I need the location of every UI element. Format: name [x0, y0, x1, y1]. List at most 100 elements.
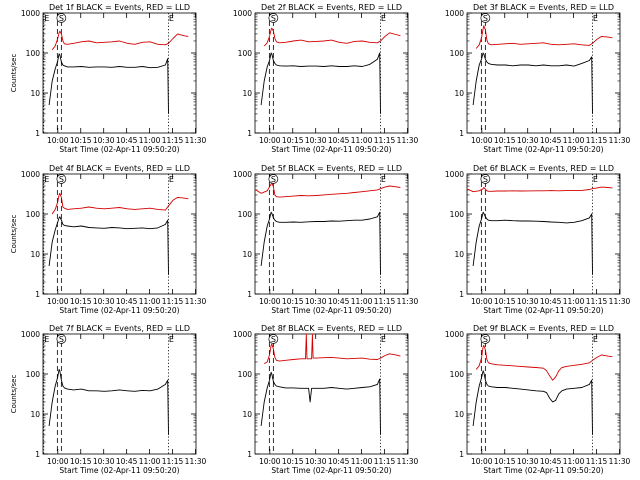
panel-4-ylabel: Counts/sec — [10, 215, 18, 254]
panel-6-xtick-label: 11:15 — [586, 297, 608, 306]
panel-2-ytick-label: 10 — [242, 89, 252, 98]
panel-9-title: Det 9f BLACK = Events, RED = LLD — [473, 324, 614, 333]
panel-6-ytick-label: 1000 — [445, 170, 464, 179]
panel-1-marker-label: S — [59, 14, 64, 23]
panel-7-ytick-label: 1 — [35, 450, 40, 459]
panel-6-marker-label: S — [483, 175, 488, 184]
panel-1-title: Det 1f BLACK = Events, RED = LLD — [49, 3, 190, 12]
panel-4-series-events-line — [48, 216, 169, 275]
panel-7-xtick-label: 11:00 — [139, 457, 161, 466]
panel-3-ytick-label: 1000 — [445, 9, 464, 18]
panel-8-xtick-label: 10:15 — [282, 457, 304, 466]
panel-6-series-lld-line — [467, 186, 613, 193]
panel-5-marker-label: E — [381, 175, 386, 184]
panel-det-7: Det 7f BLACK = Events, RED = LLD 1 10 100 10… — [10, 324, 207, 475]
panel-8-marker-label: S — [271, 335, 276, 344]
panel-6-xtick-label: 10:30 — [517, 297, 539, 306]
panel-5-xtick-label: 11:00 — [351, 297, 373, 306]
panel-1-marker-label: E — [169, 14, 174, 23]
panel-2-marker-circle — [268, 13, 279, 23]
panel-9-xtick-label: 11:15 — [586, 457, 608, 466]
panel-9-marker-circle — [480, 334, 491, 344]
panel-4-xlabel: Start Time (02-Apr-11 09:50:20) — [59, 306, 179, 315]
panel-4-ytick-label: 100 — [26, 210, 41, 219]
panel-1-ytick-label: 100 — [26, 49, 41, 58]
panel-3-plot-frame — [466, 12, 621, 134]
panel-3-xtick-label: 10:45 — [540, 136, 562, 145]
panel-1-ylabel: Counts/sec — [10, 54, 18, 93]
panel-9-marker-label: S — [483, 335, 488, 344]
panel-5-marker-circle — [268, 174, 279, 184]
panel-1-ytick-label: 10 — [30, 89, 40, 98]
panel-4-xtick-label: 11:15 — [162, 297, 184, 306]
panel-9-plot-frame — [466, 333, 621, 455]
panel-1-plot-frame — [42, 12, 197, 134]
panel-9-xtick-label: 11:30 — [609, 457, 631, 466]
panel-2-xtick-label: 11:15 — [374, 136, 396, 145]
panel-2-ytick-label: 100 — [238, 49, 253, 58]
panel-2-title: Det 2f BLACK = Events, RED = LLD — [261, 3, 402, 12]
panel-2-xtick-label: 10:00 — [259, 136, 281, 145]
panel-det-1: Det 1f BLACK = Events, RED = LLD 1 10 100 10… — [10, 3, 207, 154]
panel-9-xtick-label: 11:00 — [563, 457, 585, 466]
panel-1-series-lld-line — [51, 30, 189, 51]
panel-7-ylabel: Counts/sec — [10, 375, 18, 414]
panel-8-xtick-label: 10:00 — [259, 457, 281, 466]
panel-9-xlabel: Start Time (02-Apr-11 09:50:20) — [483, 466, 603, 475]
panel-5-ytick-label: 1 — [247, 290, 252, 299]
panel-2-xtick-label: 11:30 — [397, 136, 419, 145]
panel-6-xtick-label: 10:15 — [494, 297, 516, 306]
panel-3-marker-label: S — [483, 14, 488, 23]
panel-6-plot-frame — [466, 173, 621, 295]
panel-8-xtick-label: 11:00 — [351, 457, 373, 466]
panel-6-xtick-label: 11:00 — [563, 297, 585, 306]
panel-3-xtick-label: 10:30 — [517, 136, 539, 145]
panel-7-plot-frame — [42, 333, 197, 455]
panel-4-plot-frame — [42, 173, 197, 295]
panel-9-xtick-label: 10:00 — [471, 457, 493, 466]
panel-1-xtick-label: 11:30 — [185, 136, 207, 145]
panel-8-ytick-label: 100 — [238, 370, 253, 379]
panel-1-xtick-label: 10:15 — [70, 136, 92, 145]
panel-9-series-lld-line — [475, 344, 613, 381]
panel-9-xtick-label: 10:30 — [517, 457, 539, 466]
panel-7-title: Det 7f BLACK = Events, RED = LLD — [49, 324, 190, 333]
panel-5-xtick-label: 10:15 — [282, 297, 304, 306]
panel-7-xtick-label: 10:15 — [70, 457, 92, 466]
panel-7-marker-circle — [56, 334, 67, 344]
panel-6-xtick-label: 11:30 — [609, 297, 631, 306]
panel-8-series-events-line — [260, 371, 381, 435]
panel-1-xtick-label: 10:45 — [116, 136, 138, 145]
panel-7-xtick-label: 11:30 — [185, 457, 207, 466]
panel-9-marker-label: E — [593, 335, 598, 344]
panel-2-xtick-label: 10:30 — [305, 136, 327, 145]
panel-2-ytick-label: 1000 — [233, 9, 252, 18]
panel-2-xtick-label: 10:45 — [328, 136, 350, 145]
panel-9-ytick-label: 10 — [454, 410, 464, 419]
panel-det-2: Det 2f BLACK = Events, RED = LLD 1 10 100 10… — [233, 3, 419, 154]
panel-3-ytick-label: 10 — [454, 89, 464, 98]
panel-2-xtick-label: 10:15 — [282, 136, 304, 145]
panel-8-series-lld-line — [263, 333, 401, 365]
panel-3-xtick-label: 11:30 — [609, 136, 631, 145]
panel-8-ytick-label: 1000 — [233, 330, 252, 339]
panel-3-marker-circle — [480, 13, 491, 23]
panel-5-ytick-label: 1000 — [233, 170, 252, 179]
panel-4-ytick-label: 1 — [35, 290, 40, 299]
panel-2-xlabel: Start Time (02-Apr-11 09:50:20) — [271, 145, 391, 154]
panel-1-marker-circle — [56, 13, 67, 23]
panel-9-ytick-label: 1000 — [445, 330, 464, 339]
panel-1-marker-label: E — [44, 14, 49, 23]
panel-3-xtick-label: 11:15 — [586, 136, 608, 145]
panel-det-9: Det 9f BLACK = Events, RED = LLD 1 10 100 10… — [445, 324, 631, 475]
panel-8-ytick-label: 10 — [242, 410, 252, 419]
panel-5-xtick-label: 11:15 — [374, 297, 396, 306]
panel-5-xlabel: Start Time (02-Apr-11 09:50:20) — [271, 306, 391, 315]
panel-6-title: Det 6f BLACK = Events, RED = LLD — [473, 164, 614, 173]
panel-1-ytick-label: 1 — [35, 129, 40, 138]
panel-9-ytick-label: 100 — [450, 370, 465, 379]
panel-6-xtick-label: 10:00 — [471, 297, 493, 306]
panel-8-title: Det 8f BLACK = Events, RED = LLD — [261, 324, 402, 333]
panel-1-xtick-label: 11:15 — [162, 136, 184, 145]
